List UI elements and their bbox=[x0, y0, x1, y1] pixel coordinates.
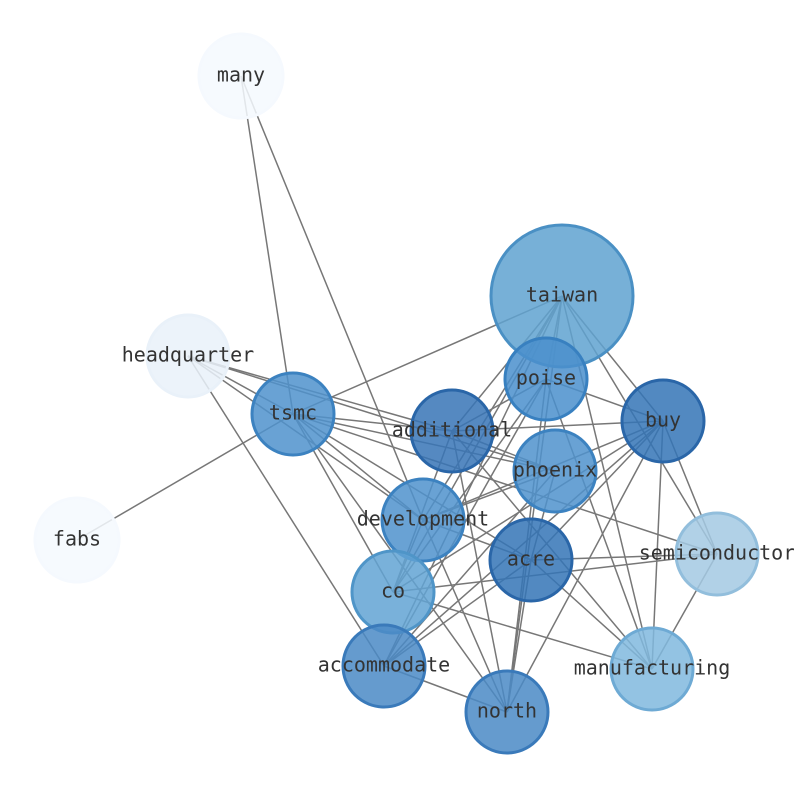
edge bbox=[392, 591, 653, 670]
node-label: co bbox=[381, 579, 405, 603]
node bbox=[250, 371, 336, 457]
node bbox=[488, 517, 574, 603]
edge bbox=[392, 420, 664, 593]
node-label: fabs bbox=[53, 527, 101, 551]
node-label: phoenix bbox=[513, 458, 597, 482]
labels: many taiwan headquarter tsmc poise buy additio… bbox=[53, 63, 794, 723]
node-label: additional bbox=[392, 418, 512, 442]
nodes bbox=[33, 32, 760, 755]
edge bbox=[240, 75, 294, 415]
node-label: development bbox=[357, 507, 489, 531]
node bbox=[409, 388, 495, 474]
node bbox=[341, 623, 427, 709]
node-label: poise bbox=[516, 366, 576, 390]
edge bbox=[383, 470, 556, 667]
node bbox=[503, 336, 589, 422]
node-label: tsmc bbox=[269, 401, 317, 425]
node-label: manufacturing bbox=[574, 656, 731, 680]
node bbox=[620, 378, 706, 464]
node-label: many bbox=[217, 63, 265, 87]
edge bbox=[545, 378, 653, 670]
edge bbox=[240, 75, 424, 521]
node bbox=[609, 626, 695, 712]
node-label: buy bbox=[645, 408, 681, 432]
node bbox=[512, 428, 598, 514]
node-label: accommodate bbox=[318, 653, 450, 677]
node bbox=[674, 511, 760, 597]
node bbox=[33, 496, 121, 584]
edge bbox=[506, 420, 664, 713]
edge bbox=[292, 413, 718, 555]
edge bbox=[187, 355, 385, 667]
node bbox=[145, 313, 231, 399]
edge bbox=[451, 430, 508, 713]
node-label: semiconductor bbox=[639, 541, 794, 565]
node bbox=[464, 669, 550, 755]
node bbox=[197, 32, 285, 120]
node-label: north bbox=[477, 699, 537, 723]
node-label: headquarter bbox=[122, 343, 254, 367]
node-label: acre bbox=[507, 547, 555, 571]
node-label: taiwan bbox=[526, 283, 598, 307]
node bbox=[380, 477, 466, 563]
